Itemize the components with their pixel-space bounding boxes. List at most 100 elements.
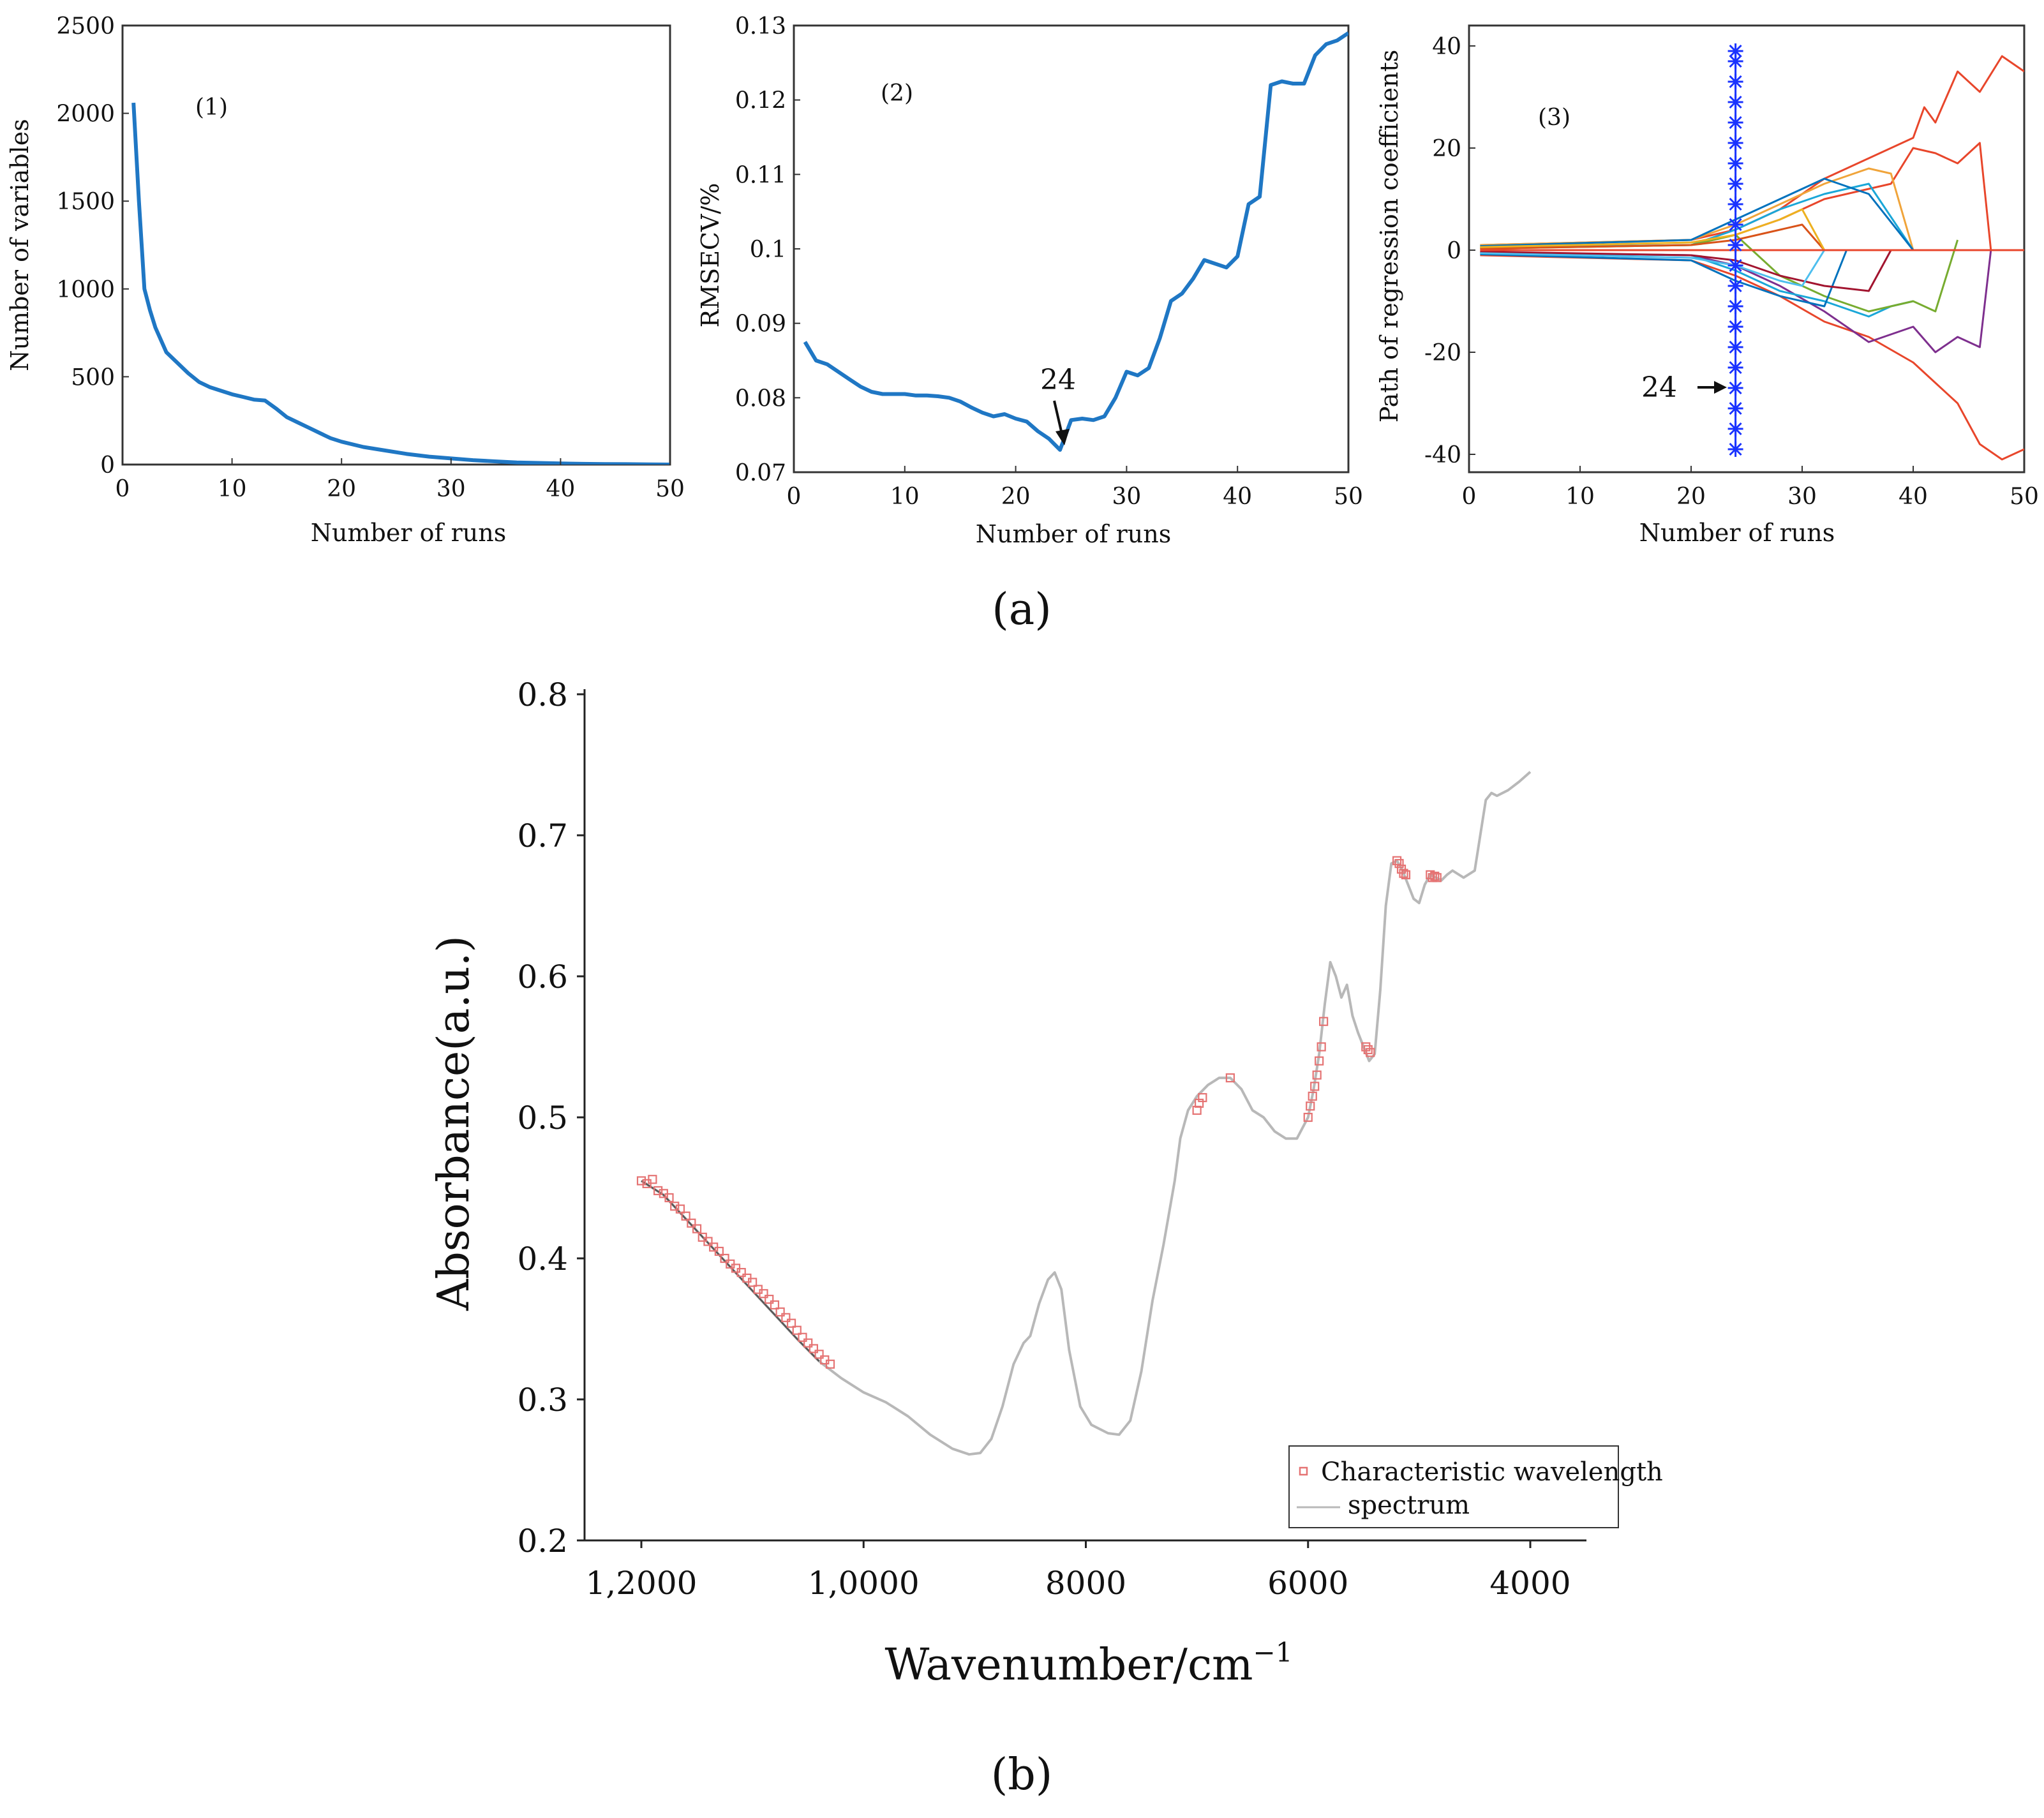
panel-b-spectrum-chart: 0.2 0.3 0.4 0.5 0.6 0.7 0.8 1,2000 1,0000 8000 600…: [429, 676, 1663, 1690]
star-marker: [1727, 43, 1743, 59]
series-line-number-of-variables: [131, 102, 670, 465]
panel-b-x-axis-label: Wavenumber/cm−1: [885, 1637, 1293, 1690]
y-tick-label: 0.4: [517, 1241, 568, 1278]
series-line-rmsecv: [803, 31, 1348, 452]
y-tick-label: 0: [1447, 238, 1461, 264]
series-line-coef-11: [1480, 223, 1825, 251]
characteristic-point: [809, 1344, 818, 1353]
characteristic-point: [775, 1307, 785, 1317]
x-tick-label: 6000: [1267, 1565, 1348, 1602]
y-tick-label: 2500: [56, 13, 115, 40]
characteristic-point: [803, 1338, 813, 1348]
x-tick-label: 0: [787, 484, 802, 510]
series-line-coef-9: [1480, 177, 1914, 251]
series-line-coef-14: [1480, 250, 1826, 287]
x-tick-label: 10: [1565, 484, 1595, 510]
y-tick-label: 0.7: [517, 817, 568, 854]
panel-2-rmsecv-chart: 0.07 0.08 0.09 0.1 0.11 0.12 0.13 0 10 20 30 40 50 (…: [696, 13, 1363, 548]
x-tick-label: 50: [1334, 484, 1363, 510]
panel-1-label: (1): [195, 94, 228, 121]
panel-3-plot-frame: [1468, 24, 2025, 473]
star-marker: [1727, 237, 1743, 253]
characteristic-point: [664, 1193, 674, 1203]
series-line-coef-13: [1480, 208, 1826, 251]
x-tick-label: 40: [1223, 484, 1252, 510]
characteristic-point: [1317, 1042, 1326, 1052]
star-marker: [1727, 115, 1743, 130]
characteristic-point: [1198, 1092, 1207, 1103]
characteristic-point: [692, 1224, 702, 1233]
y-tick-label: 0.08: [735, 385, 786, 412]
characteristic-point: [636, 1176, 646, 1186]
x-tick-label: 0: [116, 476, 130, 502]
y-tick-label: 2000: [56, 101, 115, 128]
star-marker: [1727, 156, 1743, 171]
x-tick-label: 1,0000: [808, 1565, 920, 1602]
characteristic-point: [792, 1325, 802, 1335]
legend-label-characteristic: Characteristic wavelength: [1321, 1457, 1663, 1487]
y-tick-label: 0.09: [735, 311, 786, 338]
characteristic-point: [825, 1359, 835, 1369]
panel-3-y-axis-label: Path of regression coefficients: [1375, 50, 1403, 423]
characteristic-point: [687, 1218, 696, 1228]
characteristic-point: [781, 1313, 791, 1322]
spectrum-line: [640, 771, 1532, 1456]
panel-1-variables-chart: 0 500 1000 1500 2000 2500 0 10 20 30 40 50 (1) Numb…: [6, 13, 685, 547]
star-marker: [1727, 421, 1743, 436]
star-marker: [1727, 74, 1743, 89]
y-tick-label: 0.5: [517, 1099, 568, 1136]
characteristic-point: [648, 1175, 657, 1184]
x-tick-label: 20: [327, 476, 356, 502]
caption-b: (b): [991, 1750, 1053, 1800]
star-marker: [1727, 442, 1743, 457]
characteristic-point: [1430, 871, 1440, 881]
x-tick-label: 8000: [1045, 1565, 1126, 1602]
characteristic-point: [675, 1204, 685, 1214]
panel-2-y-axis-label: RMSECV/%: [696, 183, 724, 328]
x-tick-label: 40: [1899, 484, 1928, 510]
y-tick-label: -20: [1424, 340, 1461, 366]
panel-1-x-axis-label: Number of runs: [311, 519, 506, 547]
x-tick-label: 30: [1112, 484, 1141, 510]
panel-1-plot-frame: [121, 24, 671, 466]
legend-box: [1288, 1445, 1619, 1528]
y-tick-label: 0.8: [517, 676, 568, 713]
panel-3-label: (3): [1538, 105, 1570, 131]
characteristic-point: [1394, 859, 1404, 868]
x-tick-label: 10: [890, 484, 920, 510]
characteristic-point: [1225, 1073, 1235, 1083]
panel-3-annotation-arrow: [1697, 381, 1727, 394]
panel-3-x-axis-label: Number of runs: [1639, 519, 1835, 547]
characteristic-point: [1392, 856, 1402, 865]
star-marker: [1727, 278, 1743, 294]
y-tick-label: 0.12: [735, 88, 786, 114]
characteristic-point: [1363, 1045, 1373, 1055]
x-tick-label: 10: [218, 476, 247, 502]
panel-3-annotation: 24: [1641, 371, 1677, 404]
star-marker: [1727, 360, 1743, 375]
y-tick-label: 0: [100, 452, 115, 479]
panel-b-x-axis-label-main: Wavenumber/cm: [885, 1640, 1253, 1690]
characteristic-point: [703, 1237, 713, 1246]
y-tick-label: 0.07: [735, 460, 786, 486]
characteristic-point: [786, 1318, 796, 1328]
characteristic-point: [1399, 868, 1408, 878]
x-tick-label: 50: [2010, 484, 2039, 510]
panel-1-y-axis-label: Number of variables: [6, 119, 34, 371]
characteristic-point: [1310, 1082, 1320, 1091]
y-tick-label: 20: [1432, 136, 1461, 162]
y-tick-label: 500: [71, 364, 115, 391]
star-marker: [1727, 339, 1743, 355]
characteristic-point: [1306, 1101, 1315, 1111]
characteristic-point: [1401, 870, 1411, 879]
characteristic-point: [670, 1202, 680, 1211]
y-tick-label: 40: [1432, 34, 1461, 60]
characteristic-point: [814, 1350, 824, 1359]
characteristic-point: [1308, 1091, 1317, 1101]
characteristic-point: [748, 1278, 757, 1287]
characteristic-point: [759, 1289, 768, 1299]
panel-2-plot-frame: [793, 24, 1350, 473]
characteristic-point: [1312, 1070, 1322, 1080]
panel-2-label: (2): [881, 80, 913, 107]
characteristic-point: [681, 1211, 690, 1221]
